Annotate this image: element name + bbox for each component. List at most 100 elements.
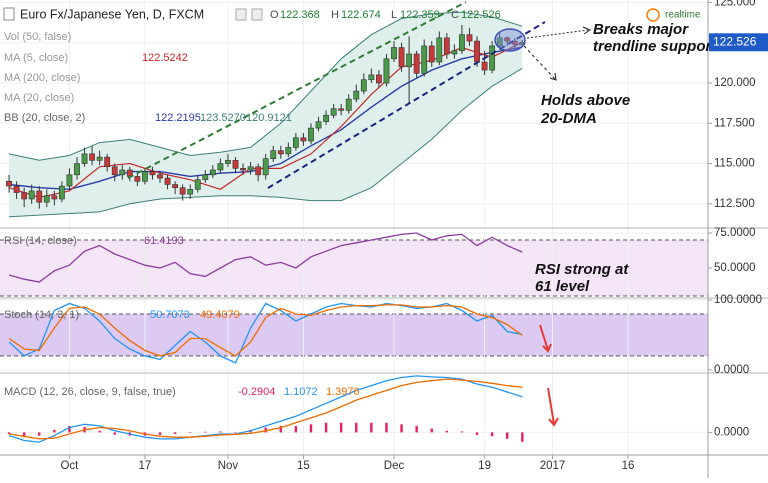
histogram-bar [355, 422, 358, 433]
y-tick-label: 50.0000 [714, 262, 756, 274]
candle-body [232, 160, 239, 169]
annotation: Breaks major [593, 21, 689, 38]
candle-body [81, 153, 88, 164]
indicator-line [8, 304, 523, 357]
bb-lower [9, 67, 523, 218]
legend-value: 123.5270 [200, 112, 246, 124]
candle-body [96, 156, 103, 161]
y-tick-label: 75.0000 [714, 227, 756, 239]
x-tick-label: Nov [218, 460, 239, 472]
histogram-bar [475, 432, 479, 435]
histogram-bar [279, 425, 282, 433]
candle-body [391, 47, 397, 60]
candle-body [66, 174, 73, 187]
candle-body [481, 61, 488, 71]
histogram-bar [204, 431, 207, 433]
candle-body [119, 169, 126, 176]
band-fill [0, 314, 708, 356]
data-layer [6, 11, 526, 443]
candle-body [255, 166, 262, 176]
legend-value: 1.1072 [284, 386, 318, 398]
annotation: trendline support [593, 38, 717, 55]
candle-body [368, 74, 375, 81]
candle-body [428, 45, 435, 63]
tool-icon[interactable] [235, 8, 247, 21]
candle-body [338, 108, 345, 111]
legend-value: 50.7073 [150, 309, 190, 321]
highlight-circle [494, 28, 526, 52]
candle-body [330, 108, 337, 116]
x-tick-label: 16 [622, 460, 635, 472]
candle-body [345, 98, 352, 111]
candle-body [187, 189, 194, 195]
x-tick-label: Dec [384, 460, 405, 472]
candle-body [489, 45, 496, 71]
arrow-head [582, 26, 592, 35]
y-tick-label: 115.000 [714, 158, 755, 170]
status-icon [646, 8, 660, 22]
histogram-bar [264, 427, 267, 433]
candle-body [262, 158, 269, 176]
candle-body [104, 156, 111, 168]
legend-label: MA (200, close) [4, 72, 80, 84]
candle-body [217, 163, 224, 171]
candle-body [436, 37, 443, 63]
bb-upper [8, 11, 523, 161]
histogram-bar [490, 432, 494, 437]
ohlc-label: O [270, 9, 279, 21]
candle-body [36, 190, 43, 203]
ohlc-value: 122.674 [341, 9, 381, 21]
trendline-support [267, 21, 546, 189]
histogram-bar [521, 432, 524, 442]
pane-title: Stoch (14, 3, 1) [4, 309, 79, 321]
candle-body [21, 192, 28, 200]
histogram-bar [113, 432, 116, 435]
candle-body [300, 137, 307, 142]
candle-body [13, 185, 20, 193]
candle-body [406, 53, 413, 68]
candle-body [194, 179, 201, 190]
legend-value: -0.2904 [238, 386, 275, 398]
indicator-line [8, 232, 523, 283]
annotation: 61 level [535, 278, 590, 295]
histogram-bar [22, 432, 26, 437]
legend-label: BB (20, close, 2) [4, 112, 85, 124]
candle-body [6, 180, 12, 187]
y-tick-label: 112.500 [714, 198, 755, 210]
candle-body [376, 74, 382, 84]
tool-icon[interactable] [251, 8, 263, 21]
histogram-bar [38, 432, 41, 436]
candle-body [459, 34, 465, 52]
histogram-bar [309, 424, 313, 433]
legend-value: 120.9121 [246, 112, 292, 124]
legend-label: MA (20, close) [4, 92, 74, 104]
collapse-icon[interactable] [3, 7, 15, 21]
histogram-bar [506, 432, 509, 439]
candle-body [315, 121, 322, 129]
x-tick-label: 17 [139, 460, 152, 472]
candle-body [28, 190, 35, 200]
legend-value: 122.2195 [155, 112, 201, 124]
candle-body [89, 153, 95, 161]
candle-body [277, 150, 284, 155]
legend-label: Vol (50, false) [4, 31, 71, 43]
candle-body [179, 187, 186, 195]
annotation: RSI strong at [535, 261, 629, 278]
candle-body [247, 166, 254, 171]
candle-body [496, 37, 503, 47]
candle-body [413, 53, 420, 74]
candle-body [134, 176, 141, 182]
x-tick-label: Oct [60, 460, 79, 472]
candle-body [270, 150, 277, 160]
ohlc-value: 122.526 [461, 9, 501, 21]
y-tick-label: 0.0000 [714, 426, 749, 438]
ohlc-label: C [451, 9, 459, 21]
candle-body [285, 147, 292, 155]
candle-body [308, 127, 314, 142]
trendline-upper [127, 1, 467, 179]
x-tick-label: 2017 [540, 460, 566, 472]
candle-body [504, 37, 511, 42]
histogram-bar [158, 432, 162, 435]
candle-body [74, 163, 80, 176]
